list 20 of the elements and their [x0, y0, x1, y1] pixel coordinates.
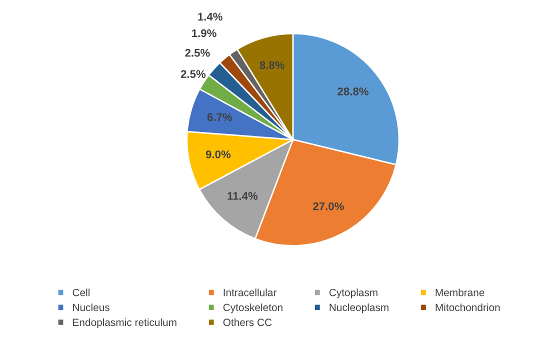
data-label: 11.4%: [228, 192, 258, 200]
data-label: 1.4%: [198, 12, 222, 21]
data-label: 6.7%: [207, 113, 232, 122]
data-label: 2.5%: [185, 48, 210, 57]
legend-label: Cytoskeleton: [223, 303, 282, 314]
legend-label: Others CC: [223, 318, 272, 326]
data-label: 8.8%: [260, 61, 284, 70]
legend-label: Membrane: [436, 288, 484, 296]
legend-label: Cell: [72, 288, 90, 296]
legend-label: Nucleoplasm: [330, 303, 388, 314]
data-label: 9.0%: [206, 150, 231, 158]
data-label: 27.0%: [313, 202, 344, 210]
data-label: 1.9%: [192, 29, 216, 38]
data-label: 28.8%: [338, 88, 368, 96]
legend-label: Intracellular: [224, 288, 277, 296]
legend-label: Mitochondrion: [436, 303, 500, 312]
data-label: 2.5%: [180, 70, 206, 78]
legend-label: Nucleus: [73, 303, 110, 312]
legend-label: Cytoplasm: [329, 288, 378, 298]
legend-label: Endoplasmic reticulum: [73, 318, 176, 328]
